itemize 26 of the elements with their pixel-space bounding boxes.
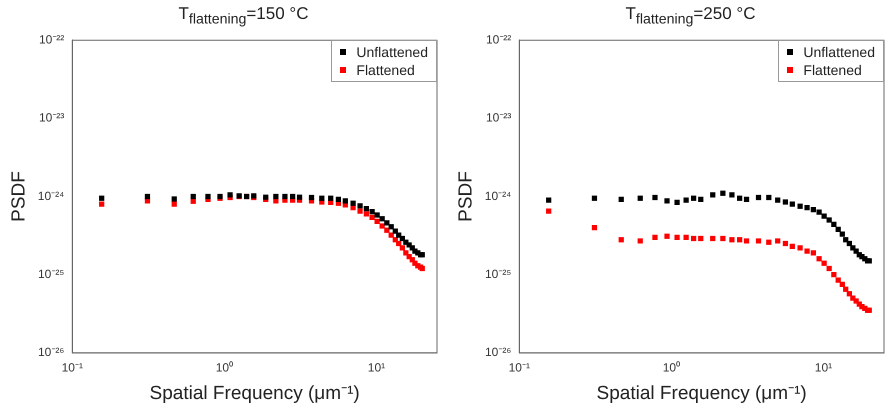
y-tick-label: 10⁻²⁶ (38, 345, 64, 360)
x-tick-label: 10¹ (368, 360, 386, 374)
y-tick-label: 10⁻²⁵ (38, 266, 64, 281)
chart-title: T$_{flattening}$=250 °C (624, 4, 756, 28)
x-tick-label: 10⁻¹ (62, 360, 83, 374)
legend-label: Unflattened (803, 43, 875, 62)
x-axis-title: Spatial Frequency (μm⁻¹) (150, 382, 360, 404)
y-tick-label: 10⁻²⁵ (484, 266, 512, 281)
y-tick-label: 10⁻²⁴ (484, 188, 512, 203)
y-axis-title: PSDF (8, 171, 30, 222)
x-tick-label: 10⁻¹ (508, 360, 530, 374)
y-tick-label: 10⁻²³ (38, 110, 64, 125)
y-tick-label: 10⁻²² (38, 32, 64, 47)
y-tick-label: 10⁻²⁶ (485, 345, 512, 360)
x-axis-title: Spatial Frequency (μm⁻¹) (596, 382, 807, 404)
x-tick-label: 10⁰ (662, 360, 680, 374)
y-axis-title: PSDF (456, 171, 477, 222)
y-tick-label: 10⁻²² (486, 32, 512, 47)
legend-label: Flattened (803, 61, 862, 80)
legend-label: Flattened (356, 61, 415, 80)
chart-title: T$_{flattening}$=150 °C (178, 4, 310, 28)
y-tick-label: 10⁻²³ (486, 110, 512, 125)
x-tick-label: 10⁰ (216, 360, 234, 374)
x-tick-label: 10¹ (814, 360, 832, 374)
legend-label: Unflattened (356, 43, 428, 62)
y-tick-label: 10⁻²⁴ (38, 188, 64, 203)
